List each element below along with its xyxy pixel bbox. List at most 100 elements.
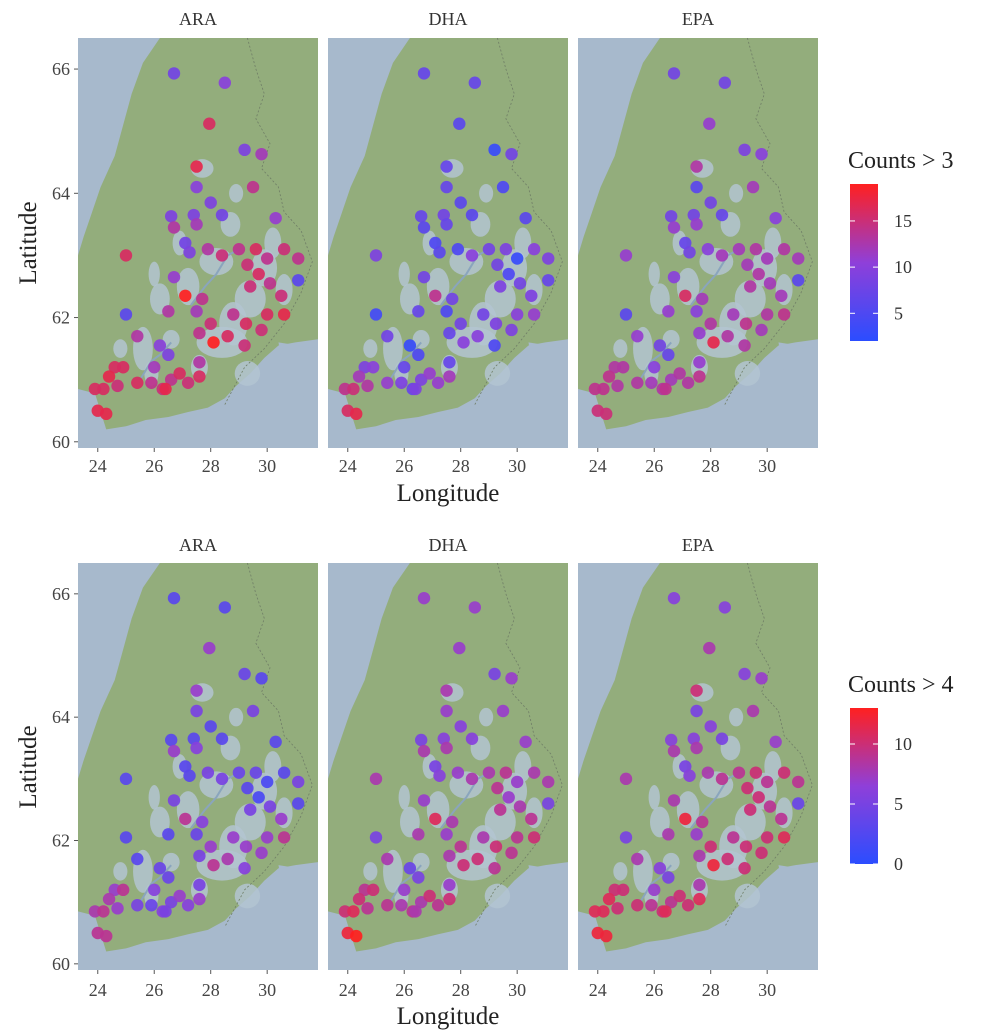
panel-title: DHA <box>429 9 468 29</box>
data-point <box>193 878 206 892</box>
data-point <box>108 361 121 374</box>
data-point <box>131 376 144 389</box>
data-point <box>204 196 217 209</box>
data-point <box>429 236 442 250</box>
data-point <box>381 852 394 866</box>
data-point <box>738 862 751 875</box>
data-point <box>423 367 436 380</box>
data-point <box>423 889 436 903</box>
data-point <box>292 797 305 810</box>
data-point <box>679 236 692 250</box>
data-point <box>653 339 667 352</box>
data-point <box>443 892 456 906</box>
data-point <box>119 308 133 321</box>
data-point <box>619 308 633 321</box>
data-point <box>489 840 503 853</box>
data-point <box>648 883 661 897</box>
map-panel <box>578 563 818 970</box>
data-point <box>381 899 394 912</box>
data-point <box>488 339 501 352</box>
data-point <box>519 735 532 749</box>
data-point <box>746 180 760 194</box>
x-tick-label: 28 <box>452 456 470 476</box>
data-points <box>88 67 305 421</box>
waterway <box>139 864 172 903</box>
data-point <box>769 735 782 749</box>
data-point <box>277 243 291 256</box>
lake <box>514 751 532 782</box>
lake <box>234 361 261 386</box>
data-point <box>196 815 209 829</box>
data-point <box>183 246 196 259</box>
data-point <box>260 252 274 265</box>
data-point <box>600 929 613 943</box>
color-legend: Counts > 4 0 5 10 <box>848 672 954 874</box>
data-point <box>403 862 417 875</box>
data-point <box>108 883 121 897</box>
data-point <box>201 766 215 779</box>
y-tick-label: 64 <box>52 183 70 203</box>
data-point <box>662 305 675 318</box>
data-point <box>738 339 751 352</box>
data-point <box>116 361 130 374</box>
data-point <box>238 667 251 681</box>
data-point <box>687 208 700 222</box>
data-point <box>662 871 675 884</box>
data-point <box>468 601 482 614</box>
data-point <box>662 828 675 841</box>
data-point <box>238 143 251 157</box>
data-point <box>681 899 695 912</box>
data-point <box>88 382 102 396</box>
y-tick-label: 66 <box>52 59 70 79</box>
x-tick-label: 30 <box>508 456 526 476</box>
data-point <box>440 160 453 173</box>
data-point <box>454 840 467 853</box>
data-point <box>429 760 442 773</box>
data-point <box>673 889 686 903</box>
data-point <box>752 791 765 804</box>
x-tick-label: 24 <box>589 456 607 476</box>
data-point <box>255 147 268 161</box>
panel-row: ARA 24 26 28 30 DHA 24 26 28 30 EPA 24 26 28 30 60 62 64 6… <box>15 535 818 1030</box>
lake <box>734 280 766 318</box>
data-point <box>488 862 501 875</box>
data-point <box>519 211 532 225</box>
data-point <box>690 828 703 841</box>
data-point <box>167 270 181 284</box>
x-axis-label: Longitude <box>397 480 500 507</box>
data-point <box>255 846 268 860</box>
data-point <box>159 382 172 396</box>
data-point <box>369 831 383 844</box>
x-tick-label: 26 <box>645 980 663 1000</box>
lake <box>514 227 532 259</box>
data-point <box>588 905 602 918</box>
legend-colorbar <box>850 708 878 864</box>
data-point <box>369 308 383 321</box>
data-point <box>693 849 706 863</box>
data-point <box>260 308 274 321</box>
data-point <box>616 361 630 374</box>
data-point <box>350 407 363 421</box>
data-point <box>755 323 768 337</box>
x-tick-label: 30 <box>258 980 276 1000</box>
data-point <box>116 883 130 897</box>
data-point <box>679 289 692 303</box>
country-border <box>724 563 813 928</box>
data-point <box>246 180 260 194</box>
lake <box>729 183 744 203</box>
data-point <box>440 305 453 318</box>
data-point <box>409 905 422 918</box>
data-point <box>179 289 192 303</box>
data-point <box>190 180 203 194</box>
waterway <box>389 864 422 903</box>
data-point <box>792 252 805 265</box>
waterway <box>139 341 172 381</box>
data-point <box>179 812 192 826</box>
data-point <box>653 862 667 875</box>
data-point <box>707 336 720 349</box>
data-point <box>488 143 501 157</box>
data-point <box>451 243 465 256</box>
data-point <box>488 667 501 681</box>
data-point <box>131 899 144 912</box>
data-point <box>471 852 484 866</box>
